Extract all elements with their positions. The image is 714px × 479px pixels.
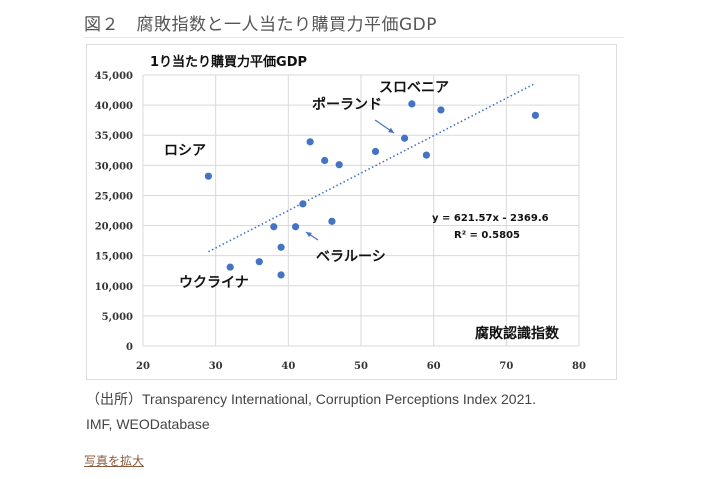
y-tick-label: 15,000 [95,252,133,263]
y-tick-label: 25,000 [95,191,133,202]
x-tick-label: 20 [136,361,150,372]
x-tick-label: 50 [354,361,368,372]
data-point [226,263,234,271]
title-divider [84,37,624,38]
data-point [335,161,343,169]
data-point [306,138,314,146]
data-point [328,217,336,225]
x-tick-label: 60 [427,361,441,372]
data-point [255,258,263,266]
x-tick-label: 80 [572,361,586,372]
data-point [321,156,329,165]
y-tick-label: 35,000 [95,131,133,142]
y-tick-label: 0 [126,342,133,353]
y-axis-title: 1り当たり購買力平価GDP [150,54,307,70]
country-annotation: ポーランド [312,96,382,113]
data-point [299,200,307,208]
data-point [437,106,445,114]
data-point [292,223,300,231]
country-annotation: ロシア [164,143,206,159]
y-tick-label: 20,000 [95,222,133,233]
data-point [270,223,278,231]
r-squared: R² = 0.5805 [454,230,520,241]
trendline-equation: y = 621.57x - 2369.6 [432,213,549,224]
country-annotation: ベラルーシ [316,249,386,265]
x-tick-label: 40 [281,361,295,372]
y-tick-label: 5,000 [102,312,133,323]
data-point [204,172,212,180]
arrow-head [388,127,394,133]
trendline [208,82,536,253]
x-tick-label: 30 [209,361,223,372]
y-tick-label: 10,000 [95,282,133,293]
data-point [277,243,285,251]
x-axis-title: 腐敗認識指数 [475,325,560,342]
arrow-head [306,232,312,238]
data-point [531,111,540,119]
enlarge-photo-link[interactable]: 写真を拡大 [84,454,145,468]
data-point [422,151,430,159]
x-tick-label: 70 [499,361,513,372]
source-line-1: （出所）Transparency International, Corrupti… [86,391,537,407]
data-point [401,134,409,142]
y-tick-label: 40,000 [95,101,133,112]
source-line-2: IMF, WEODatabase [86,416,210,432]
country-annotation: ウクライナ [179,275,249,291]
country-annotation: スロベニア [379,80,449,96]
data-point [408,100,416,108]
data-point [371,147,380,156]
y-tick-label: 45,000 [95,71,133,82]
chart-frame [86,44,617,380]
figure-title: 図２ 腐敗指数と一人当たり購買力平価GDP [84,15,438,35]
y-tick-label: 30,000 [95,161,133,172]
data-point [277,271,285,279]
